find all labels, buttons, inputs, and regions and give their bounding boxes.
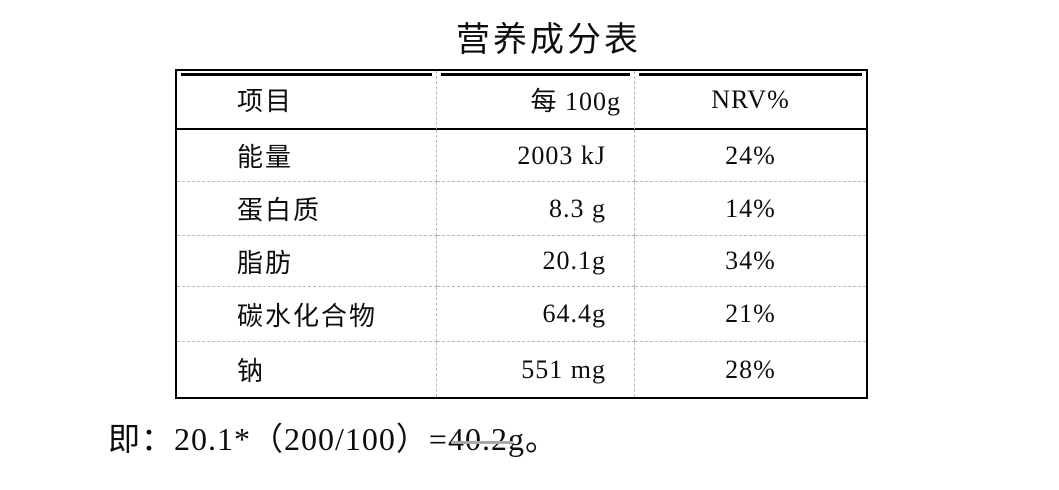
cell-nrv: 34%	[635, 236, 866, 287]
cell-per100g: 20.1g	[437, 236, 635, 287]
cell-per100g: 8.3 g	[437, 182, 635, 236]
cell-per100g: 2003 kJ	[437, 130, 635, 182]
cell-per100g: 551 mg	[437, 342, 635, 397]
proofing-underline	[452, 441, 513, 444]
calculation-note: 即：20.1*（200/100）=40.2g。	[108, 421, 558, 457]
cell-per100g: 64.4g	[437, 287, 635, 342]
header-label-per100g: 每 100g	[530, 87, 621, 116]
cell-item: 能量	[177, 130, 437, 182]
header-label-nrv: NRV%	[711, 84, 790, 114]
header-label-item: 项目	[237, 87, 294, 116]
cell-nrv: 24%	[635, 130, 866, 182]
header-cell-nrv: NRV%	[635, 71, 866, 130]
cell-nrv: 14%	[635, 182, 866, 236]
cell-item: 钠	[177, 342, 437, 397]
cell-item: 脂肪	[177, 236, 437, 287]
header-cell-per100g: 每 100g	[437, 71, 635, 130]
cell-item: 蛋白质	[177, 182, 437, 236]
header-thick-rule	[181, 73, 432, 76]
nutrition-table: 项目 每 100g NRV% 能量 2003 kJ 24% 蛋白质 8.3 g …	[175, 69, 868, 399]
header-cell-item: 项目	[177, 71, 437, 130]
cell-nrv: 21%	[635, 287, 866, 342]
header-thick-rule	[639, 73, 862, 76]
header-thick-rule	[441, 73, 630, 76]
cell-nrv: 28%	[725, 354, 776, 384]
page-title: 营养成分表	[456, 22, 641, 59]
cell-item: 碳水化合物	[177, 287, 437, 342]
